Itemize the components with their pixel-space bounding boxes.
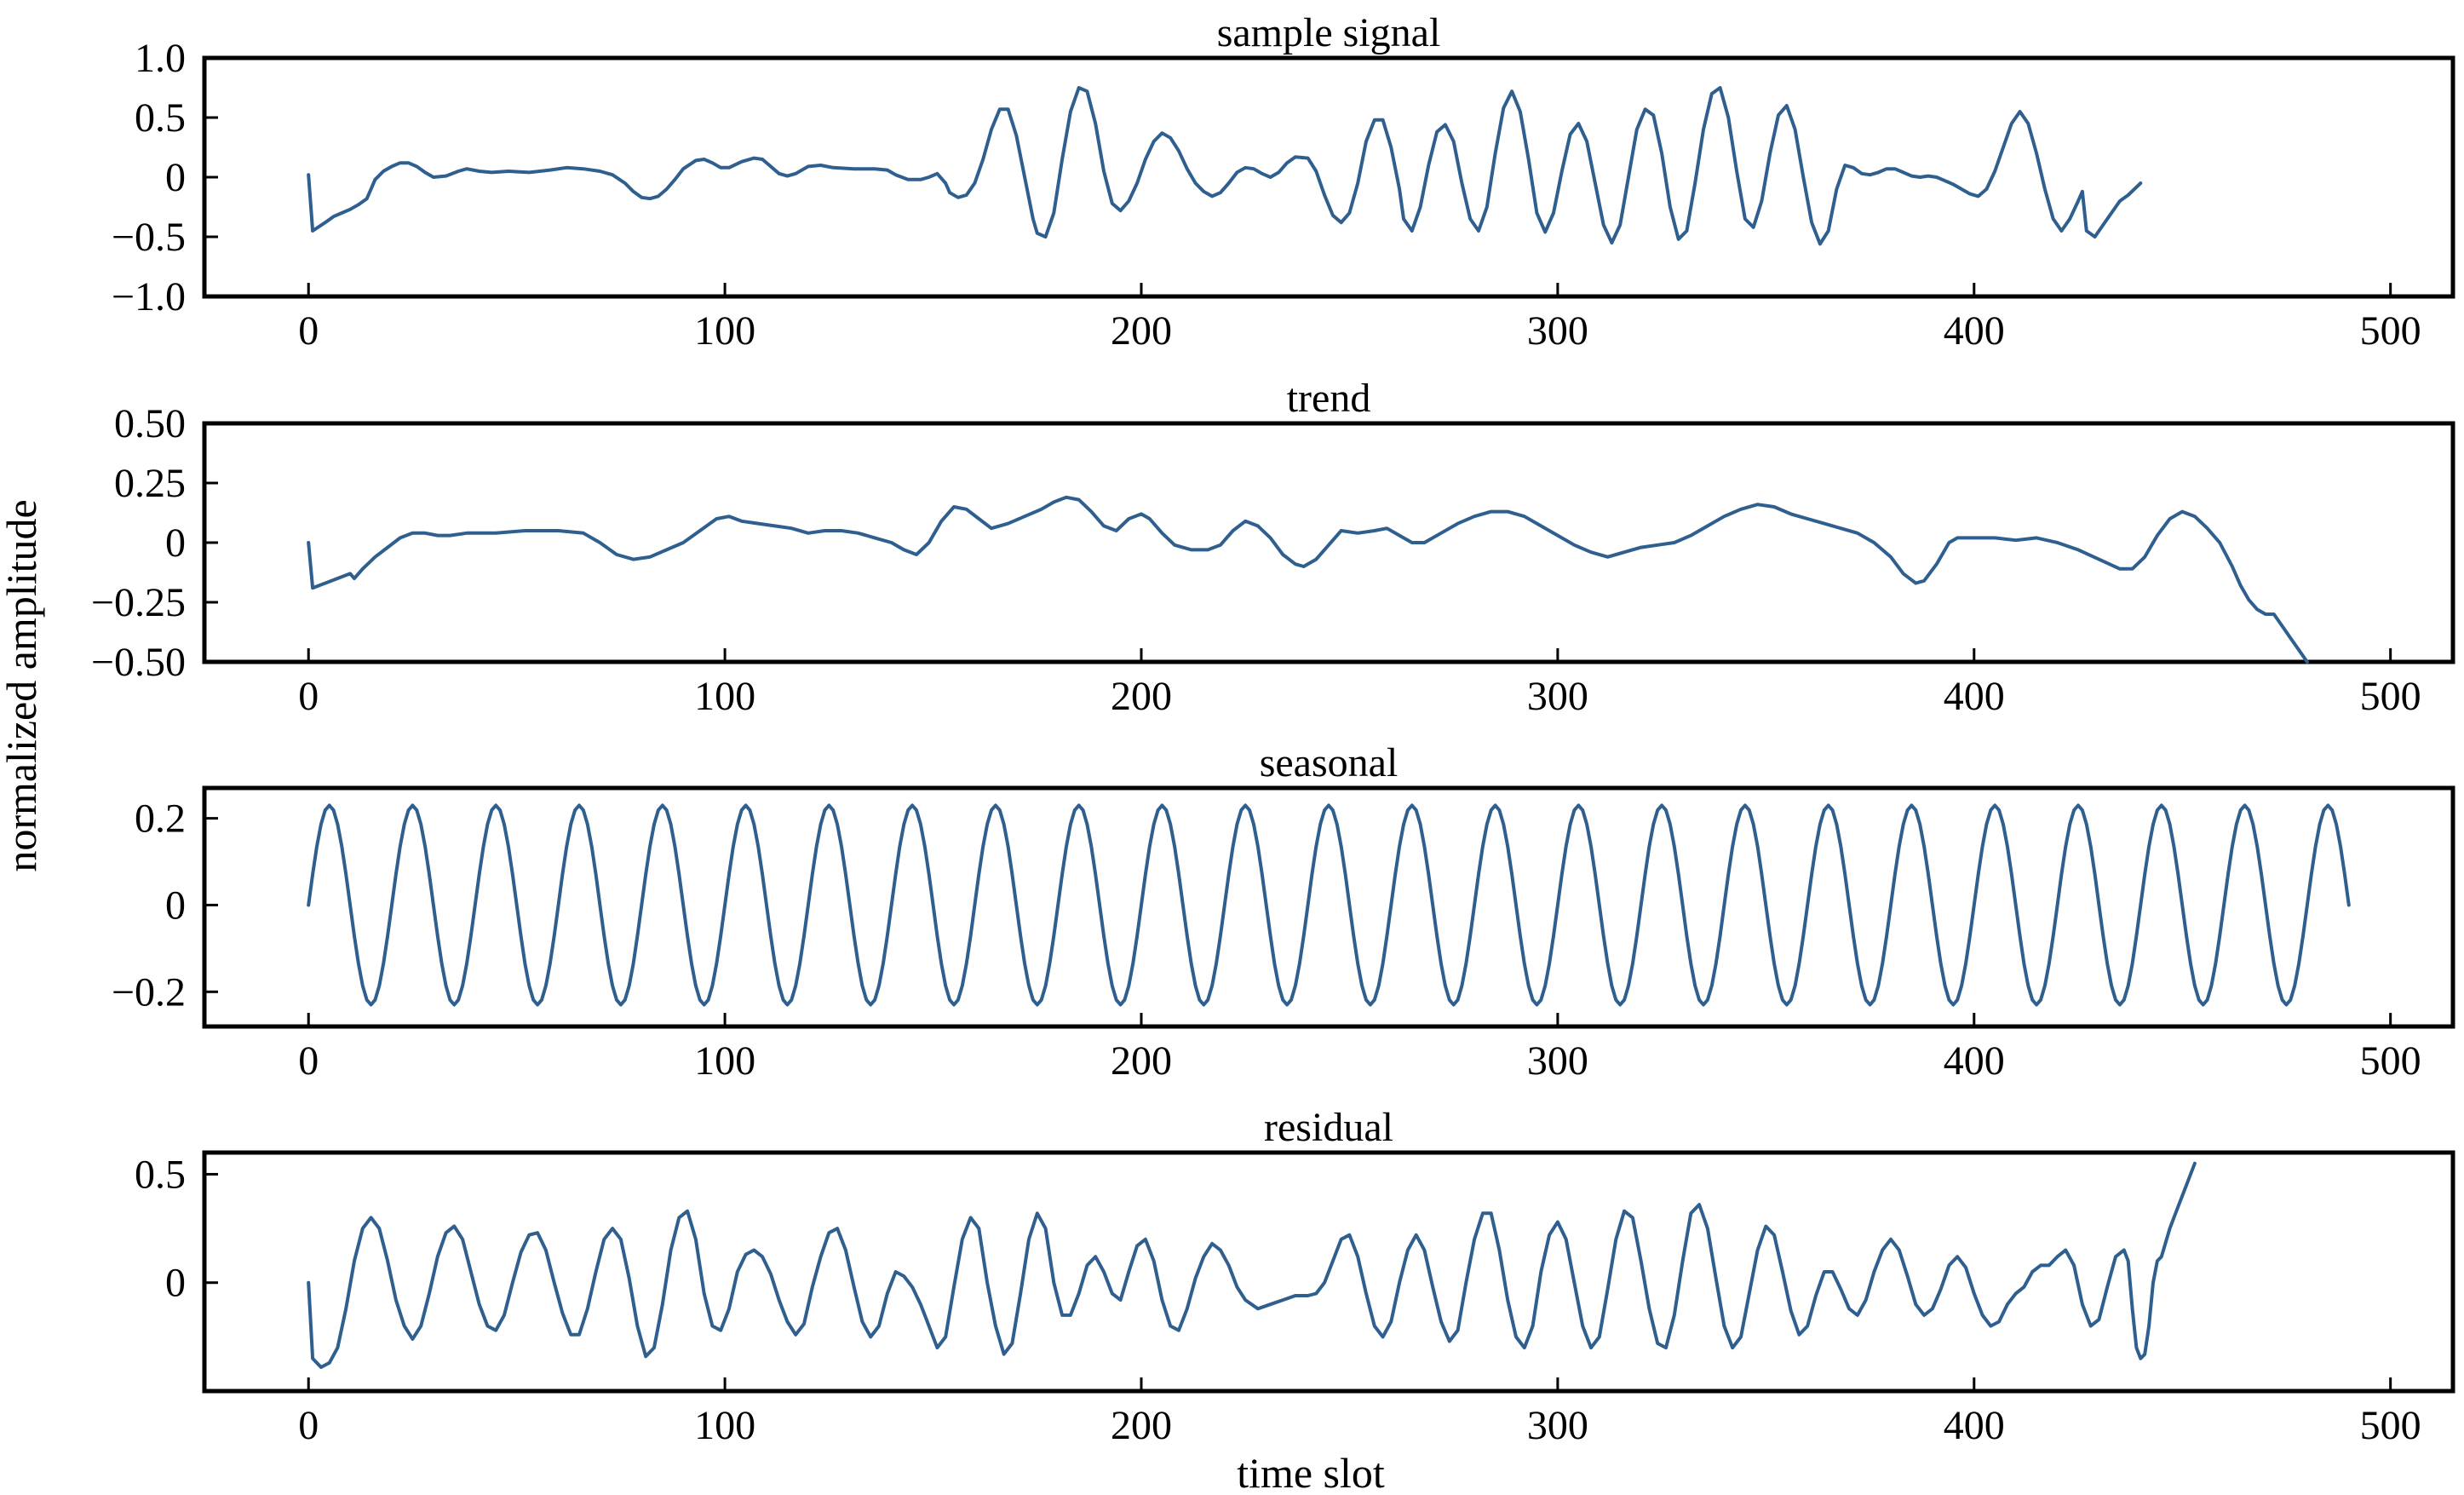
series-line — [307, 1161, 2197, 1369]
x-tick-label: 400 — [1944, 308, 2005, 354]
panel-4: residual 0 100 200 300 400 500 0.5 0 — [135, 1105, 2455, 1448]
x-tick-label: 500 — [2360, 1038, 2421, 1084]
x-tick-label: 300 — [1527, 1403, 1588, 1448]
panel-1: sample signal 0 100 200 300 400 500 1.0 0.5 0 −0.5… — [112, 10, 2455, 354]
x-tick-label: 100 — [694, 1038, 755, 1084]
x-tick-label: 200 — [1111, 1038, 1172, 1084]
y-tick-label: −0.50 — [91, 640, 186, 685]
y-tick-label: 0.5 — [135, 1152, 186, 1197]
x-tick-label: 300 — [1527, 308, 1588, 354]
y-tick-label: 1.0 — [135, 36, 186, 81]
series-line — [307, 803, 2351, 1007]
plot-frame — [202, 785, 2455, 1029]
x-tick-label: 0 — [298, 674, 319, 719]
x-tick-label: 400 — [1944, 1038, 2005, 1084]
y-tick-label: 0.5 — [135, 95, 186, 141]
y-tick-label: 0 — [165, 1261, 186, 1306]
x-tick-label: 200 — [1111, 1403, 1172, 1448]
x-tick-label: 0 — [298, 308, 319, 354]
panel-2: trend 0 100 200 300 400 500 0.50 0.25 0 −0.25 −0.50 — [91, 376, 2455, 719]
panel-title: seasonal — [1260, 740, 1399, 785]
panel-title: sample signal — [1217, 10, 1441, 55]
y-tick-label: −0.25 — [91, 580, 186, 625]
x-tick-label: 500 — [2360, 674, 2421, 719]
x-tick-label: 100 — [694, 1403, 755, 1448]
y-tick-label: 0.2 — [135, 796, 186, 842]
x-tick-label: 200 — [1111, 308, 1172, 354]
y-tick-label: −1.0 — [112, 274, 186, 319]
y-axis-label: normalized amplitude — [0, 499, 45, 871]
x-tick-label: 300 — [1527, 1038, 1588, 1084]
panel-title: trend — [1287, 376, 1371, 421]
plot-frame — [202, 55, 2455, 299]
x-tick-label: 200 — [1111, 674, 1172, 719]
x-tick-label: 100 — [694, 308, 755, 354]
x-tick-label: 100 — [694, 674, 755, 719]
x-tick-label: 400 — [1944, 1403, 2005, 1448]
y-tick-label: 0 — [165, 520, 186, 566]
y-tick-label: 0 — [165, 155, 186, 200]
y-tick-label: 0 — [165, 883, 186, 928]
x-tick-label: 300 — [1527, 674, 1588, 719]
x-tick-label: 500 — [2360, 1403, 2421, 1448]
y-tick-label: 0.25 — [114, 461, 186, 506]
x-tick-label: 0 — [298, 1038, 319, 1084]
panel-3: seasonal 0 100 200 300 400 500 0.2 0 −0.2 — [112, 740, 2455, 1084]
y-tick-label: −0.2 — [112, 969, 186, 1015]
plot-frame — [202, 1150, 2455, 1394]
y-tick-label: −0.5 — [112, 215, 186, 260]
x-tick-label: 400 — [1944, 674, 2005, 719]
y-tick-label: 0.50 — [114, 401, 186, 446]
x-axis-label: time slot — [1237, 1449, 1385, 1495]
x-tick-label: 0 — [298, 1403, 319, 1448]
series-line — [307, 86, 2143, 246]
x-tick-label: 500 — [2360, 308, 2421, 354]
panel-title: residual — [1264, 1105, 1393, 1150]
series-line — [307, 495, 2309, 664]
